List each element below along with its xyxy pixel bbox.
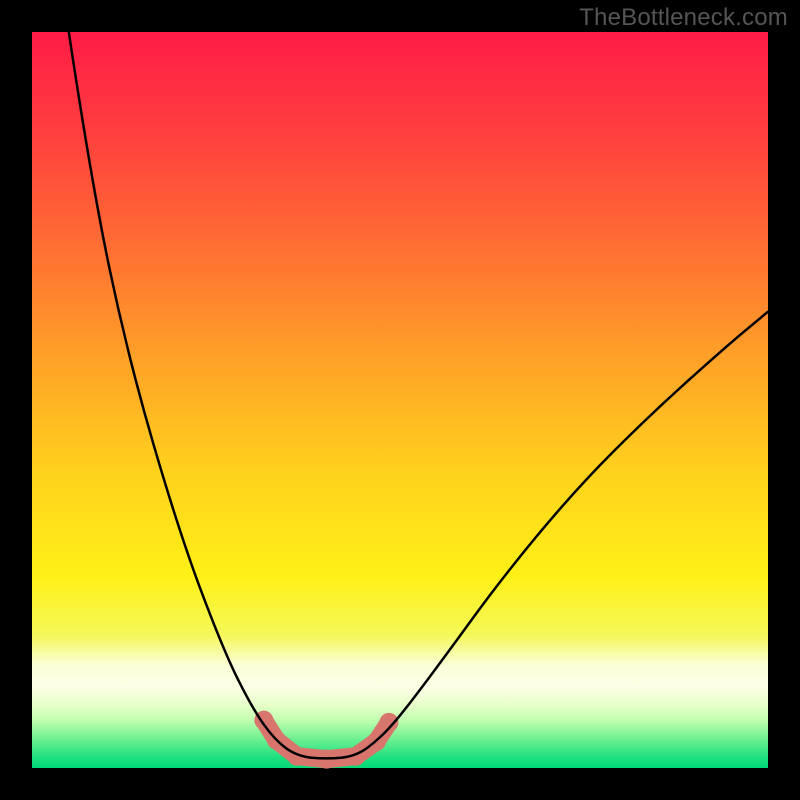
plot-background [32, 32, 768, 768]
chart-container: TheBottleneck.com [0, 0, 800, 800]
watermark-text: TheBottleneck.com [579, 4, 788, 32]
bottleneck-chart [0, 0, 800, 800]
